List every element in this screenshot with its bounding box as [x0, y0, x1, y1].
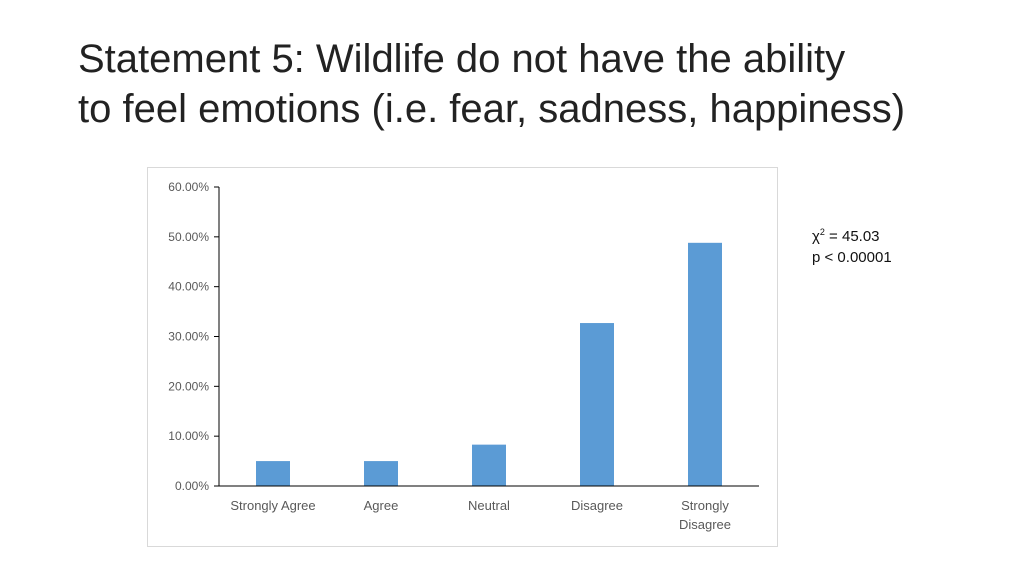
- statistics-annotation: χ2 = 45.03 p < 0.00001: [812, 222, 892, 268]
- p-value: p < 0.00001: [812, 249, 892, 266]
- y-tick-label: 0.00%: [175, 479, 209, 493]
- bar: [580, 323, 614, 486]
- bar: [364, 461, 398, 486]
- chi-exponent: 2: [819, 227, 825, 237]
- x-category-label: Strongly Agree: [230, 498, 315, 513]
- chi-square-line: χ2 = 45.03: [812, 222, 892, 247]
- y-tick-label: 50.00%: [168, 230, 209, 244]
- x-category-label: Disagree: [571, 498, 623, 513]
- y-tick-label: 40.00%: [168, 280, 209, 294]
- bar: [256, 461, 290, 486]
- x-category-label: Neutral: [468, 498, 510, 513]
- chart-frame: 0.00% 10.00% 20.00% 30.00% 40.00% 50.00% 60.00…: [147, 167, 778, 547]
- bar-chart: 0.00% 10.00% 20.00% 30.00% 40.00% 50.00% 60.00…: [168, 180, 759, 532]
- title-line-2: to feel emotions (i.e. fear, sadness, ha…: [78, 87, 906, 131]
- x-category-label: Disagree: [679, 517, 731, 532]
- chi-square-value: = 45.03: [824, 228, 880, 245]
- slide-title: Statement 5: Wildlife do not have the ab…: [78, 34, 978, 134]
- y-tick-label: 30.00%: [168, 330, 209, 344]
- y-tick-label: 10.00%: [168, 429, 209, 443]
- y-tick-label: 20.00%: [168, 379, 209, 393]
- chi-symbol: χ: [812, 228, 820, 245]
- x-category-label: Agree: [364, 498, 399, 513]
- bar: [472, 444, 506, 486]
- bar: [688, 242, 722, 486]
- y-tick-label: 60.00%: [168, 180, 209, 194]
- title-line-1: Statement 5: Wildlife do not have the ab…: [78, 37, 846, 81]
- x-category-label: Strongly: [681, 498, 729, 513]
